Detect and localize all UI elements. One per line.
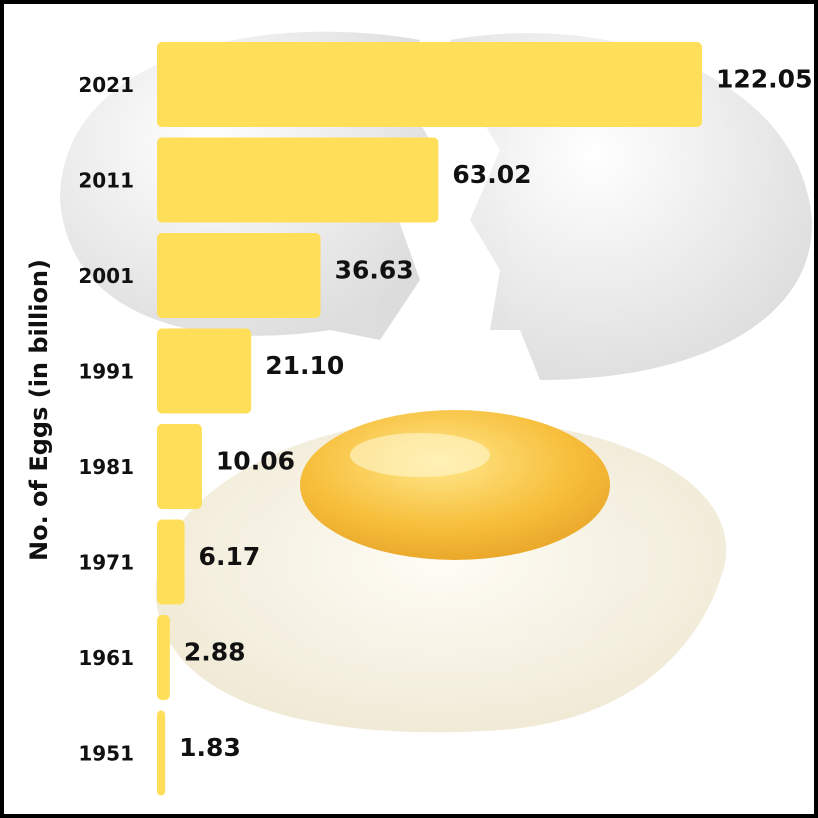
category-label: 1971 bbox=[78, 551, 134, 575]
category-label: 1981 bbox=[78, 455, 134, 479]
category-label: 2021 bbox=[78, 73, 134, 97]
category-label: 2011 bbox=[78, 169, 134, 193]
bar bbox=[157, 328, 252, 414]
value-label: 1.83 bbox=[179, 733, 241, 762]
value-label: 2.88 bbox=[184, 638, 246, 667]
bar bbox=[157, 615, 170, 700]
category-label: 1991 bbox=[78, 360, 134, 384]
value-label: 36.63 bbox=[335, 256, 414, 285]
egg-yolk bbox=[300, 410, 610, 560]
value-label: 63.02 bbox=[452, 160, 531, 189]
bar bbox=[157, 424, 202, 509]
y-axis-title: No. of Eggs (in billion) bbox=[25, 259, 53, 561]
category-label: 2001 bbox=[78, 264, 134, 288]
bar bbox=[157, 137, 439, 223]
value-label: 6.17 bbox=[199, 542, 261, 571]
category-label: 1961 bbox=[78, 646, 134, 670]
value-label: 21.10 bbox=[265, 351, 344, 380]
yolk-shine bbox=[350, 433, 490, 477]
bar bbox=[157, 42, 702, 127]
bar bbox=[157, 710, 166, 796]
value-label: 122.05 bbox=[716, 65, 812, 94]
value-label: 10.06 bbox=[216, 447, 295, 476]
bars: 2021 122.05 2011 63.02 2001 36.63 1991 21.10 198… bbox=[78, 42, 812, 796]
category-label: 1951 bbox=[78, 742, 134, 766]
bar bbox=[157, 233, 321, 318]
bar bbox=[157, 519, 185, 605]
